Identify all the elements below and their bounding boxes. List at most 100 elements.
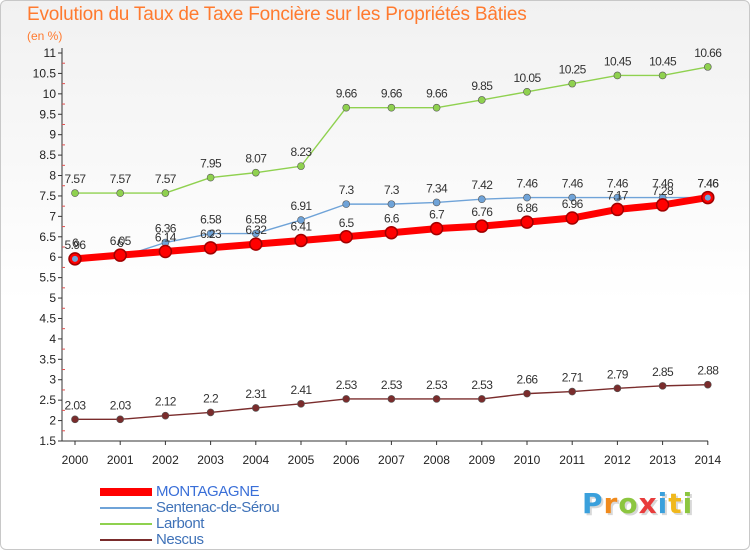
data-point	[387, 103, 396, 112]
data-label: 7.46	[517, 177, 539, 191]
data-label: 7.34	[426, 181, 448, 195]
y-tick-label: 8.5	[39, 148, 56, 162]
y-tick-label: 1.5	[39, 434, 56, 448]
data-point	[658, 382, 667, 390]
data-label: 7.57	[155, 172, 177, 186]
data-point	[703, 63, 712, 71]
data-label: 7.57	[110, 172, 132, 186]
y-tick-label: 11	[44, 46, 57, 60]
data-label: 6.91	[291, 199, 313, 213]
data-point	[568, 193, 577, 202]
data-point	[297, 162, 305, 170]
y-tick-label: 4.5	[39, 311, 56, 325]
data-label: 2.66	[517, 373, 539, 387]
data-label: 10.25	[559, 63, 587, 77]
x-tick-label: 2007	[378, 453, 405, 467]
data-point	[568, 387, 577, 396]
data-label: 6.23	[200, 227, 222, 241]
chart-title: Evolution du Taux de Taxe Foncière sur l…	[27, 4, 527, 25]
data-label: 6.5	[339, 216, 355, 230]
y-tick-label: 3	[49, 373, 56, 387]
data-label: 7.46	[652, 177, 674, 191]
data-label: 2.03	[110, 398, 132, 412]
data-label: 7.3	[339, 183, 355, 197]
data-point	[342, 103, 351, 112]
y-tick-label: 2.5	[39, 393, 56, 407]
legend-label: MONTAGAGNE	[156, 483, 260, 500]
x-tick-label: 2012	[604, 453, 631, 467]
data-point	[432, 198, 441, 207]
data-point	[342, 395, 351, 403]
data-point	[613, 193, 622, 202]
data-point	[432, 395, 441, 403]
data-point	[206, 229, 215, 238]
data-label: 9.66	[381, 87, 403, 101]
data-point	[477, 96, 486, 104]
data-label: 2.88	[697, 364, 719, 378]
data-point	[252, 229, 260, 238]
data-point	[523, 88, 531, 96]
data-label: 6	[72, 236, 79, 250]
legend-swatch	[100, 507, 152, 509]
data-point	[206, 173, 215, 182]
data-point	[523, 389, 531, 398]
data-label: 8.23	[291, 145, 313, 159]
data-point	[523, 193, 531, 202]
x-tick-label: 2008	[423, 453, 450, 467]
y-tick-label: 10	[43, 87, 57, 101]
data-label: 2.12	[155, 395, 177, 409]
data-label: 2.85	[652, 365, 674, 379]
y-tick-label: 2	[49, 414, 56, 428]
data-point-inner	[704, 194, 711, 201]
data-label: 6.86	[517, 201, 539, 215]
data-label: 7.46	[562, 177, 584, 191]
data-point	[249, 237, 263, 251]
x-tick-label: 2001	[107, 453, 134, 467]
data-label: 2.03	[65, 398, 87, 412]
data-label: 2.79	[607, 367, 629, 381]
data-label: 6.05	[110, 234, 132, 248]
data-point	[294, 233, 308, 248]
x-tick-label: 2003	[197, 453, 224, 467]
data-label: 6.14	[155, 230, 177, 244]
data-point	[610, 202, 625, 217]
legend-swatch	[100, 539, 152, 541]
data-label: 2.53	[336, 378, 358, 392]
data-label: 6.6	[384, 212, 400, 226]
data-label: 9.85	[471, 79, 493, 93]
data-label: 2.31	[245, 387, 267, 401]
data-label: 5.96	[65, 238, 87, 252]
data-label: 2.71	[562, 371, 584, 385]
y-tick-label: 7	[49, 209, 56, 223]
data-point	[116, 415, 124, 424]
data-point	[252, 168, 260, 177]
chart-unit: (en %)	[27, 29, 63, 43]
x-tick-label: 2011	[559, 453, 585, 467]
legend-swatch	[100, 488, 152, 496]
data-label: 6.76	[471, 205, 493, 219]
data-point	[297, 400, 305, 408]
legend-label: Larbont	[156, 515, 205, 532]
data-label: 6.32	[245, 223, 267, 237]
data-point	[429, 221, 444, 236]
data-label: 6.58	[200, 213, 222, 227]
data-point	[613, 71, 622, 80]
data-point	[384, 225, 399, 240]
data-point	[206, 408, 215, 417]
data-label: 9.66	[426, 87, 448, 101]
y-tick-label: 3.5	[39, 352, 56, 366]
data-point	[113, 248, 127, 262]
data-point	[655, 198, 670, 212]
y-tick-label: 10.5	[33, 66, 57, 80]
data-point	[161, 411, 170, 420]
data-label: 8.07	[245, 152, 267, 166]
x-tick-label: 2000	[62, 453, 89, 467]
data-point	[520, 215, 534, 229]
data-point	[71, 415, 79, 424]
data-point	[703, 380, 712, 389]
data-label: 2.53	[381, 378, 403, 392]
legend-label: Sentenac-de-Sérou	[156, 499, 280, 516]
y-tick-label: 8	[49, 169, 56, 183]
